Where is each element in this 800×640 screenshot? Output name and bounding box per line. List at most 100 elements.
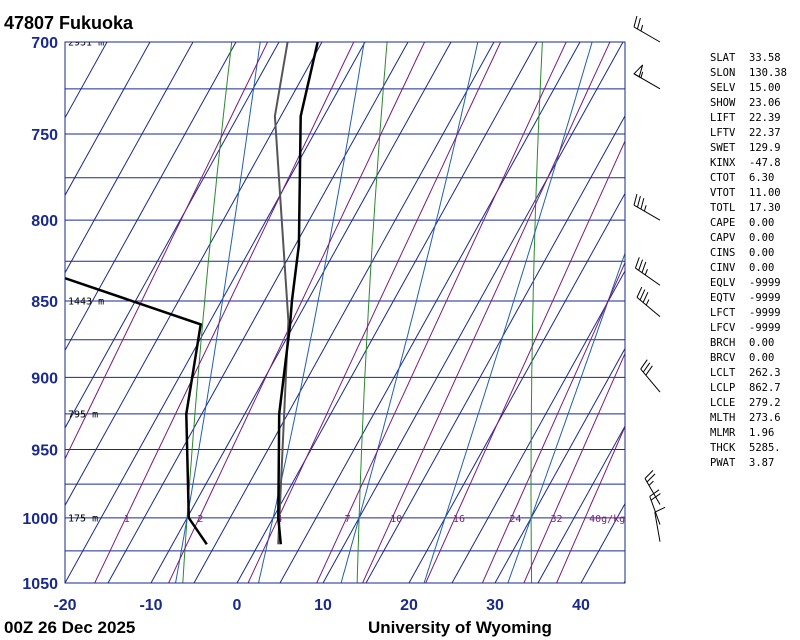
- axis-labels: 700 750 800 850 900 950 1000 1050 -20 -10 0 10 20 30 4…: [22, 35, 590, 614]
- wind-barb: [644, 470, 661, 505]
- wind-barb-feather: [639, 289, 646, 301]
- wind-barb: [633, 194, 661, 221]
- moist-adiabat: [258, 42, 365, 583]
- wind-barb-pennant: [633, 64, 644, 78]
- station-title: 47807 Fukuoka: [4, 13, 134, 33]
- index-name: SLAT: [710, 52, 736, 64]
- index-value: -9999: [749, 307, 781, 319]
- wind-barb-half-feather: [640, 24, 644, 32]
- wind-barb-feather: [636, 17, 641, 30]
- index-name: LFCV: [710, 322, 736, 334]
- wind-barb-half-feather: [648, 480, 654, 486]
- wind-barb-feather: [650, 493, 661, 501]
- temperature-trace: [277, 42, 319, 545]
- temperature-tick-label: 20: [400, 597, 418, 614]
- index-name: BRCH: [710, 337, 735, 349]
- pressure-tick-label: 1000: [22, 511, 58, 528]
- isotherm-line: [537, 425, 625, 583]
- index-value: 22.39: [749, 112, 781, 124]
- wind-barb-feather: [636, 286, 643, 298]
- mixing-ratio-line: [168, 42, 426, 583]
- index-value: -9999: [749, 277, 781, 289]
- index-value: 3.87: [749, 457, 774, 469]
- index-name: LCLP: [710, 382, 735, 394]
- index-value: 0.00: [749, 247, 774, 259]
- wind-barb-feather: [640, 359, 648, 370]
- pressure-tick-label: 800: [31, 213, 58, 230]
- dewpoint-trace: [65, 276, 208, 546]
- wind-barb-staff: [635, 267, 661, 286]
- index-value: 0.00: [749, 337, 774, 349]
- index-value: 11.00: [749, 187, 781, 199]
- mixing-ratio-line: [316, 42, 567, 583]
- wind-barb-staff: [644, 478, 661, 505]
- wind-barb-staff: [640, 368, 661, 393]
- mixing-ratio-label: 16: [453, 514, 465, 525]
- mixing-ratio-line: [362, 42, 611, 583]
- index-value: -9999: [749, 292, 781, 304]
- index-name: LFCT: [710, 307, 736, 319]
- index-value: 279.2: [749, 397, 781, 409]
- wind-barb-feather: [641, 261, 647, 273]
- index-name: SLON: [710, 67, 735, 79]
- source-label: University of Wyoming: [368, 618, 552, 637]
- dry-adiabat: [530, 42, 543, 583]
- moist-adiabat: [340, 42, 479, 583]
- wind-barb-feather: [633, 194, 638, 206]
- wind-barb-feather: [649, 489, 660, 497]
- wind-barb: [633, 15, 661, 43]
- temperature-tick-label: 40: [572, 597, 590, 614]
- wind-barb-staff: [649, 496, 661, 525]
- wind-barb-staff: [633, 26, 661, 43]
- index-name: MLTH: [710, 412, 735, 424]
- isotherm-line: [193, 42, 495, 583]
- index-name: LIFT: [710, 112, 736, 124]
- wind-barb-feather: [634, 257, 640, 269]
- moist-adiabat: [423, 42, 593, 583]
- isotherm-line: [494, 347, 625, 583]
- mixing-ratio-line: [94, 42, 355, 583]
- index-name: LCLE: [710, 397, 735, 409]
- index-name: CTOT: [710, 172, 736, 184]
- index-value: 23.06: [749, 97, 781, 109]
- mixing-ratio-line: [65, 42, 269, 460]
- wind-barb-feather: [642, 362, 651, 373]
- index-value: 862.7: [749, 382, 781, 394]
- index-name: CAPE: [710, 217, 735, 229]
- index-value: 33.58: [749, 52, 781, 64]
- index-value: 130.38: [749, 67, 787, 79]
- temperature-tick-label: -10: [139, 597, 162, 614]
- isotherm-line: [322, 42, 624, 583]
- index-value: 17.30: [749, 202, 781, 214]
- index-value: 22.37: [749, 127, 781, 139]
- pressure-tick-label: 950: [31, 442, 58, 459]
- mixing-ratio-label: 7: [345, 514, 351, 525]
- index-name: PWAT: [710, 457, 736, 469]
- wind-barb-half-feather: [644, 268, 648, 276]
- index-name: VTOT: [710, 187, 736, 199]
- index-value: 0.00: [749, 352, 774, 364]
- index-value: -9999: [749, 322, 781, 334]
- index-value: 6.30: [749, 172, 774, 184]
- index-name: LFTV: [710, 127, 736, 139]
- index-value: 0.00: [749, 217, 774, 229]
- height-label: 795 m: [68, 409, 98, 420]
- mixing-ratio-line: [247, 42, 502, 583]
- plot-frame: [64, 41, 626, 584]
- observation-time: 00Z 26 Dec 2025: [4, 618, 135, 637]
- index-name: LCLT: [710, 367, 736, 379]
- isotherm-line: [65, 42, 366, 583]
- isotherm-line: [236, 42, 538, 583]
- mixing-ratio-label: 1: [124, 514, 130, 525]
- index-name: KINX: [710, 157, 736, 169]
- pressure-tick-label: 700: [31, 35, 58, 52]
- index-name: SHOW: [710, 97, 736, 109]
- mixing-ratio-label: 24: [509, 514, 521, 525]
- index-name: BRCV: [710, 352, 736, 364]
- height-label: 175 m: [68, 513, 98, 524]
- isotherm-line: [65, 42, 194, 274]
- index-name: EQTV: [710, 292, 736, 304]
- isotherm-line: [365, 114, 625, 583]
